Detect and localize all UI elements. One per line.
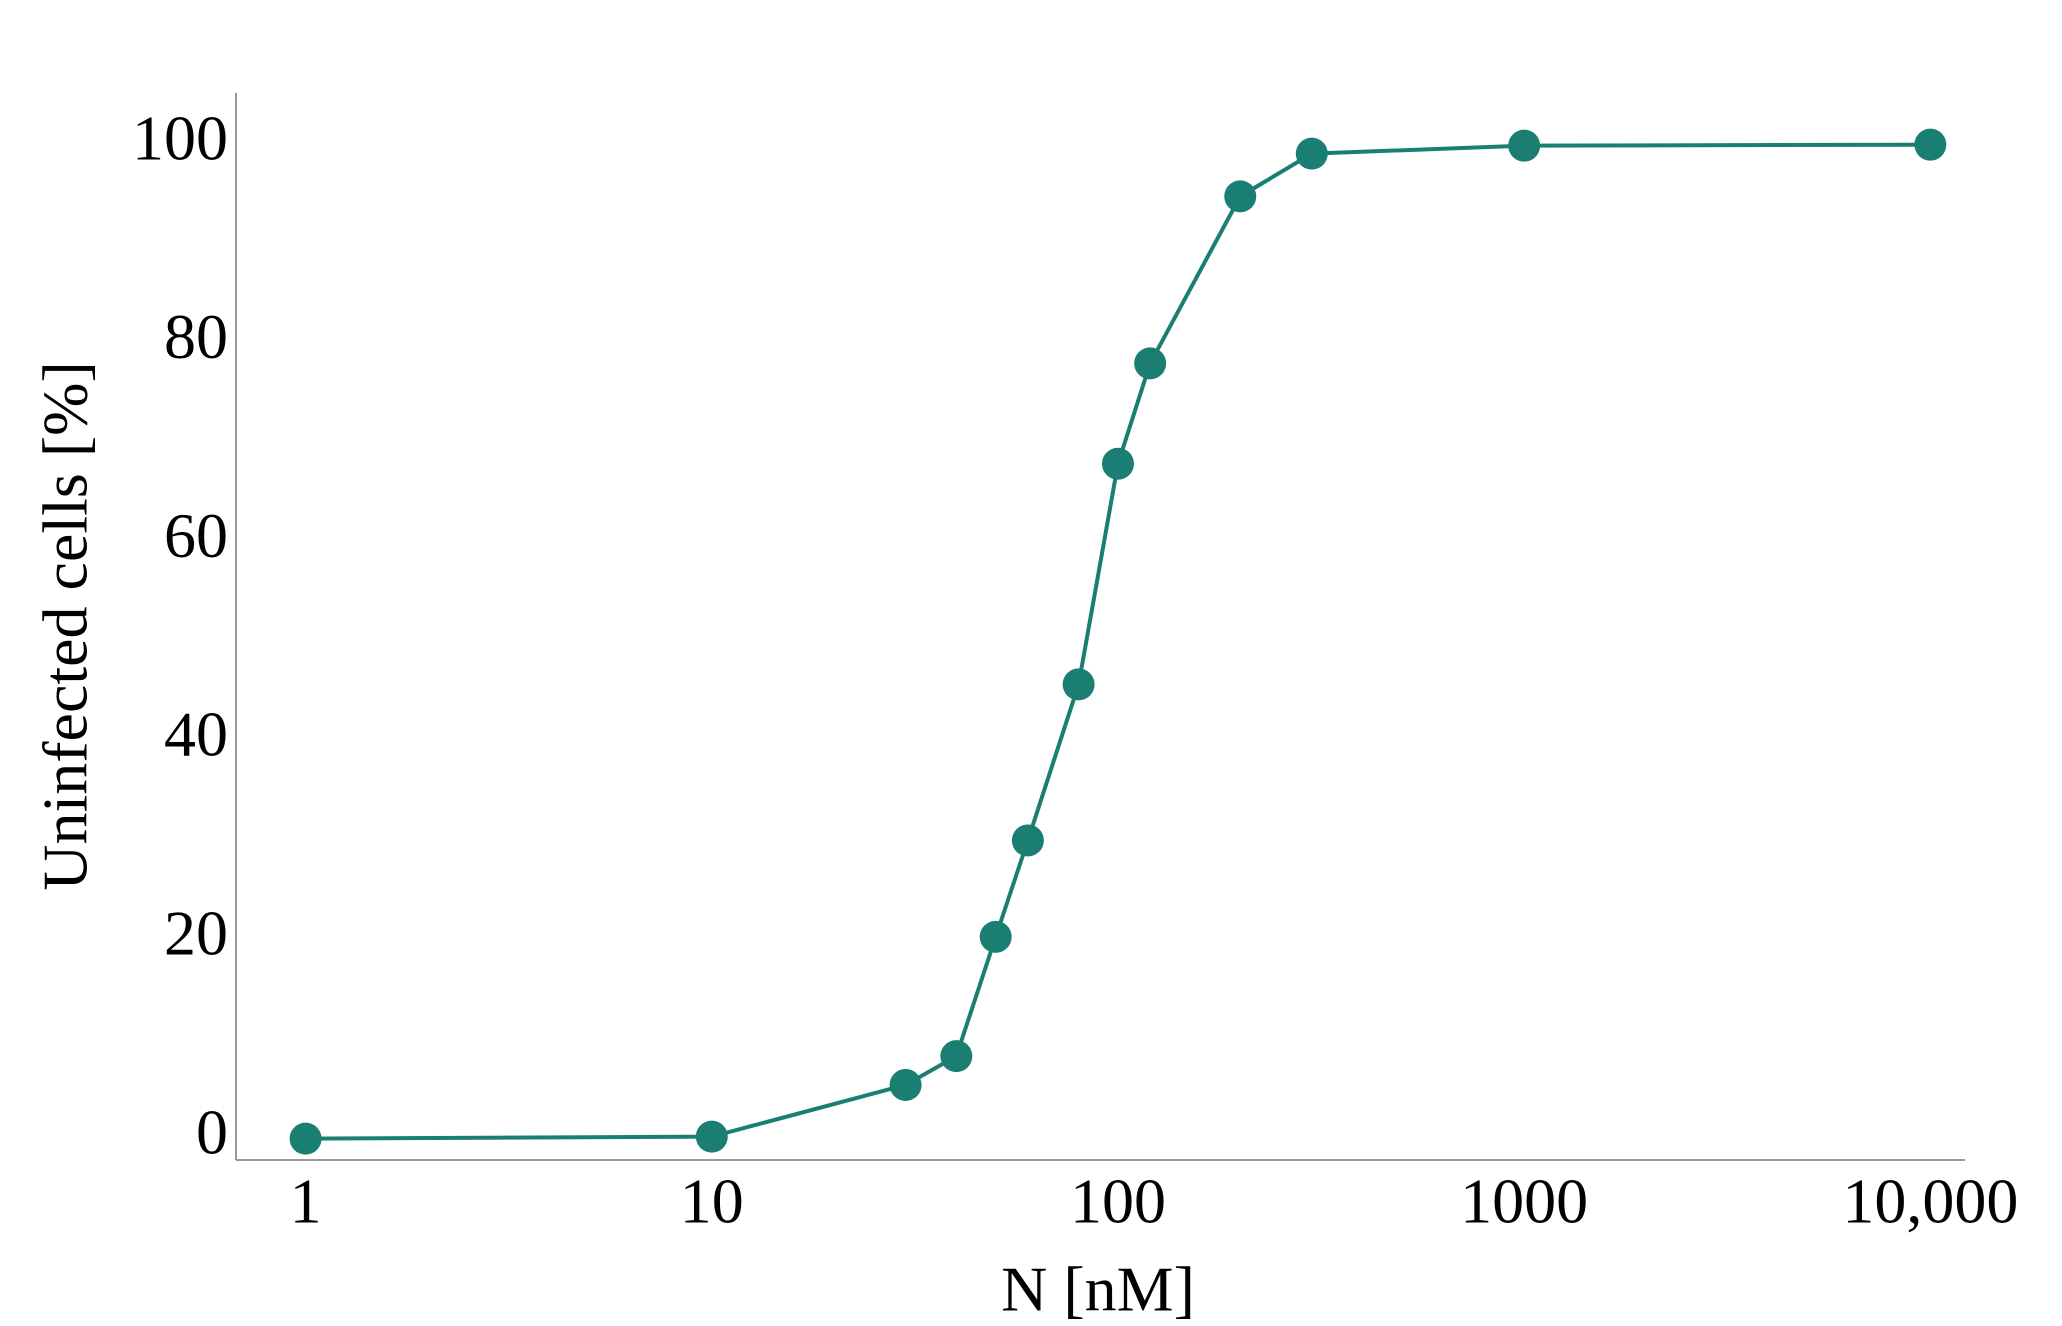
- data-point: [979, 920, 1012, 953]
- data-point: [1295, 137, 1328, 170]
- data-point: [289, 1122, 322, 1155]
- y-axis-label: Uninfected cells [%]: [30, 361, 101, 891]
- data-point: [889, 1068, 922, 1101]
- y-tick-label: 20: [164, 898, 228, 969]
- y-tick-label: 0: [196, 1096, 228, 1167]
- series-line: [305, 142, 1931, 1141]
- y-tick-label: 100: [132, 102, 228, 173]
- data-point: [1011, 824, 1044, 857]
- y-tick-label: 80: [164, 301, 228, 372]
- data-point: [940, 1040, 973, 1073]
- y-tick-label: 40: [164, 699, 228, 770]
- data-point: [1508, 129, 1541, 162]
- x-tick-label: 100: [1070, 1166, 1166, 1237]
- x-tick-label: 1000: [1460, 1166, 1588, 1237]
- data-point: [1914, 128, 1947, 161]
- data-point: [1224, 180, 1257, 213]
- data-point: [1134, 347, 1167, 380]
- data-point: [1101, 447, 1134, 480]
- data-point: [695, 1120, 728, 1153]
- x-tick-label: 10,000: [1842, 1166, 2018, 1237]
- y-tick-label: 60: [164, 500, 228, 571]
- data-point: [1062, 668, 1095, 701]
- x-tick-label: 10: [680, 1166, 744, 1237]
- x-tick-label: 1: [290, 1166, 322, 1237]
- x-axis-label: N [nM]: [1001, 1254, 1195, 1325]
